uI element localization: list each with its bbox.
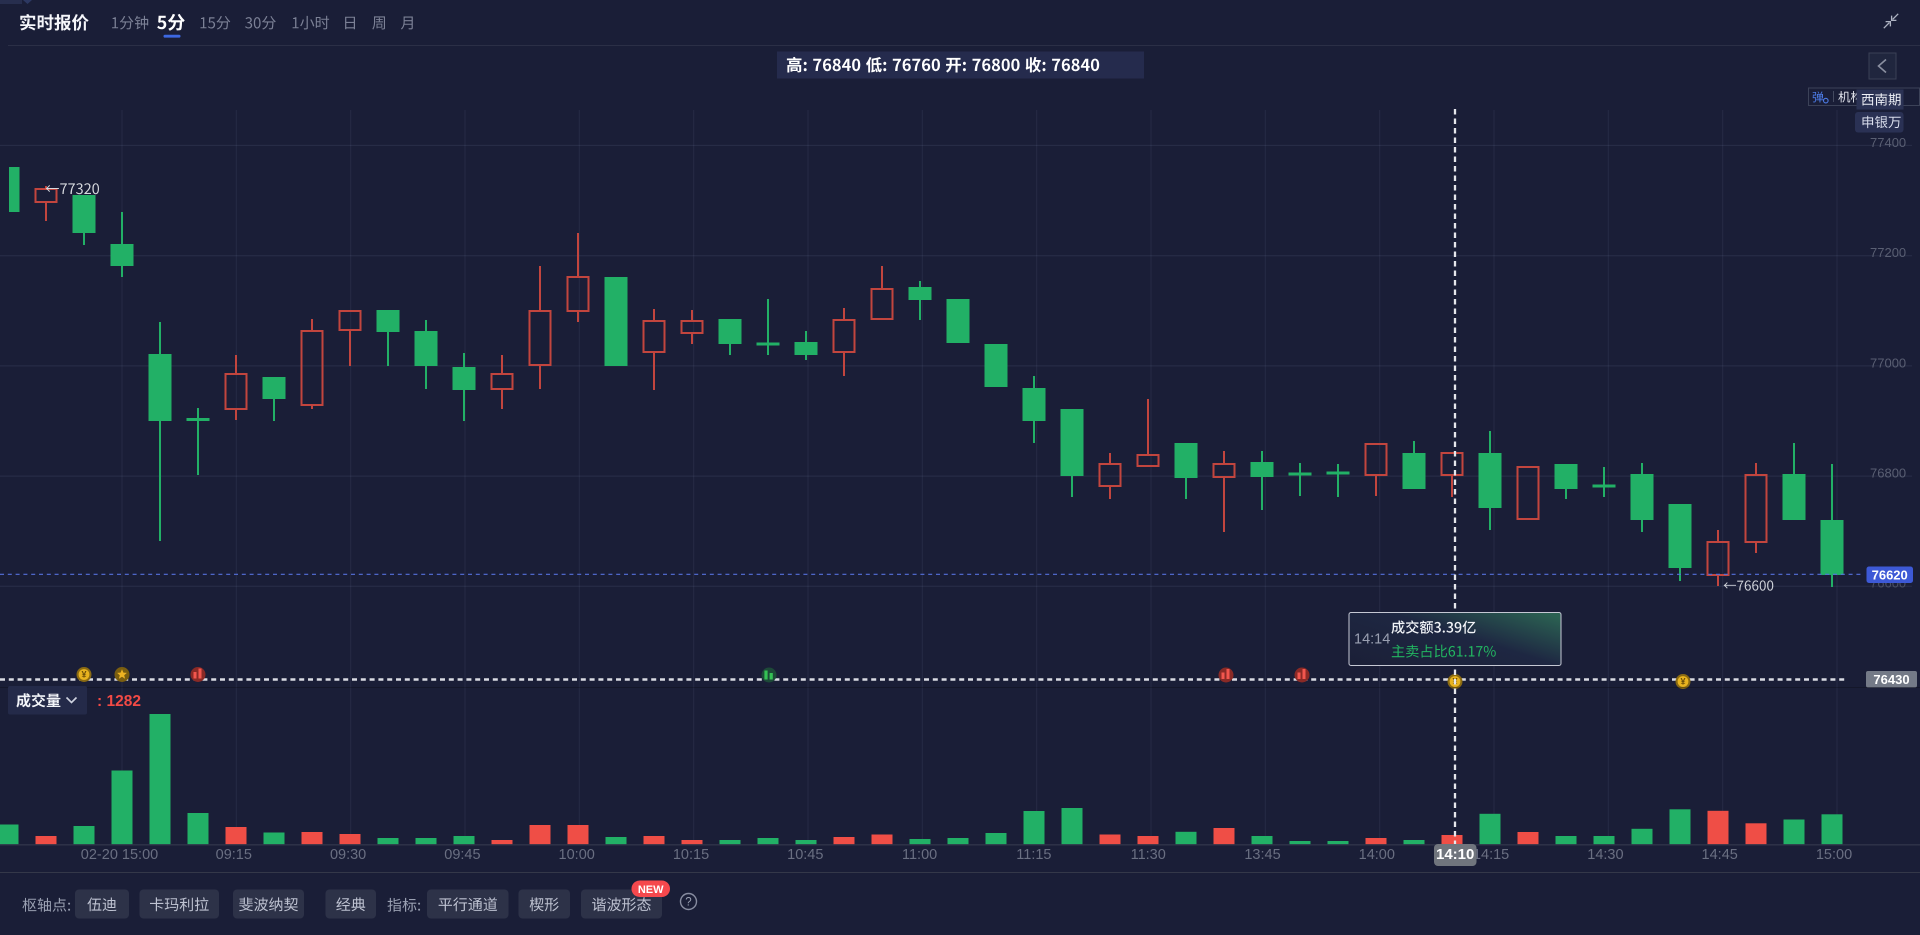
svg-text:¥: ¥ — [1680, 677, 1685, 687]
svg-text:76620: 76620 — [1872, 567, 1908, 582]
svg-text:77400: 77400 — [1870, 135, 1906, 150]
svg-text:76430: 76430 — [1873, 672, 1909, 687]
svg-text:: 1282: : 1282 — [97, 693, 141, 710]
svg-text:NEW: NEW — [638, 884, 664, 896]
svg-text:11:00: 11:00 — [902, 847, 937, 863]
svg-text:76800: 76800 — [1870, 466, 1906, 481]
svg-text:14:15: 14:15 — [1473, 847, 1509, 863]
svg-text:13:45: 13:45 — [1244, 847, 1280, 863]
svg-text:09:15: 09:15 — [216, 847, 252, 863]
svg-text:10:00: 10:00 — [559, 847, 595, 863]
svg-text:02-20 15:00: 02-20 15:00 — [81, 847, 158, 863]
svg-text:14:30: 14:30 — [1587, 847, 1623, 863]
svg-text:14:45: 14:45 — [1702, 847, 1738, 863]
svg-text:77000: 77000 — [1870, 355, 1906, 370]
svg-text:15:00: 15:00 — [1816, 847, 1852, 863]
svg-text:11:30: 11:30 — [1131, 847, 1166, 863]
svg-text:10:45: 10:45 — [787, 847, 823, 863]
svg-text:09:45: 09:45 — [444, 847, 480, 863]
svg-text:10:15: 10:15 — [673, 847, 709, 863]
svg-text:14:00: 14:00 — [1359, 847, 1395, 863]
svg-text:09:30: 09:30 — [330, 847, 366, 863]
svg-text:11:15: 11:15 — [1016, 847, 1051, 863]
svg-text:¥: ¥ — [81, 670, 86, 680]
svg-text:14:10: 14:10 — [1436, 846, 1474, 863]
svg-text:77200: 77200 — [1870, 245, 1906, 260]
svg-text:14:14: 14:14 — [1354, 632, 1390, 648]
svg-text:?: ? — [685, 897, 691, 909]
